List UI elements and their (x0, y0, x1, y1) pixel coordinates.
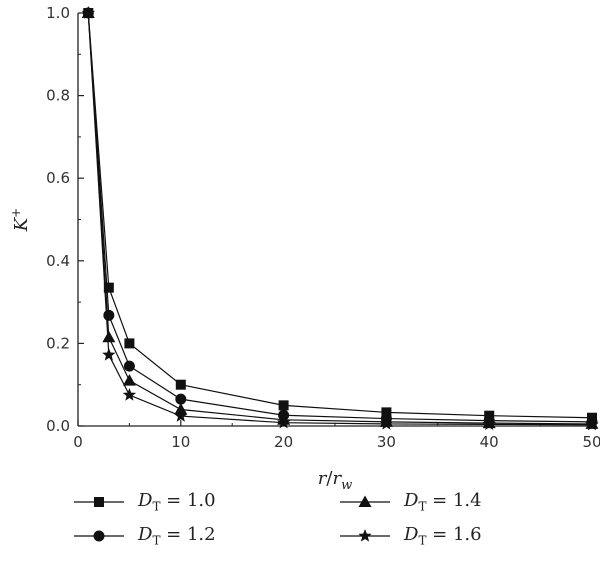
series-triangle (81, 6, 599, 429)
x-axis-title: r/rw (318, 468, 352, 493)
data-point-star (379, 416, 394, 430)
series-star (81, 6, 599, 431)
x-tick-label: 0 (73, 433, 83, 451)
data-point-circle (175, 393, 187, 405)
data-point-square (175, 379, 186, 390)
y-tick-label: 1.0 (46, 4, 70, 22)
y-tick-label: 0.0 (46, 417, 70, 435)
data-point-triangle (122, 374, 136, 386)
x-tick-label: 30 (377, 433, 396, 451)
data-point-star (482, 417, 496, 431)
axes: 0 10 20 30 40 50 0.0 0.2 0.4 0.6 0.8 1.0 (46, 4, 600, 451)
x-tick-label: 20 (274, 433, 293, 451)
y-tick-label: 0.8 (46, 87, 70, 105)
y-axis-title: K+ (9, 208, 32, 233)
x-tick-label: 10 (171, 433, 190, 451)
y-tick-label: 0.6 (46, 169, 70, 187)
series-line (87, 12, 593, 426)
series-line (87, 12, 593, 419)
data-point-square (103, 282, 114, 293)
x-tick-label: 50 (582, 433, 600, 451)
data-point-star (174, 409, 188, 422)
data-point-triangle (102, 330, 116, 343)
data-point-square (278, 400, 289, 411)
y-tick-label: 0.2 (46, 334, 70, 352)
series-square (83, 8, 597, 423)
data-point-circle (123, 360, 135, 372)
series-line (87, 12, 593, 425)
data-point-square (381, 407, 392, 418)
data-point-star (102, 347, 116, 361)
data-point-triangle (174, 402, 188, 415)
data-point-star (585, 417, 599, 431)
x-tick-label: 40 (480, 433, 499, 451)
data-point-star (81, 6, 95, 19)
series-circle (82, 7, 598, 428)
data-point-square (124, 338, 135, 349)
data-point-star (276, 415, 291, 429)
data-point-circle (103, 309, 115, 321)
series-layer (81, 6, 599, 431)
series-line (87, 12, 593, 423)
y-tick-label: 0.4 (46, 252, 70, 270)
data-point-star (122, 388, 137, 401)
